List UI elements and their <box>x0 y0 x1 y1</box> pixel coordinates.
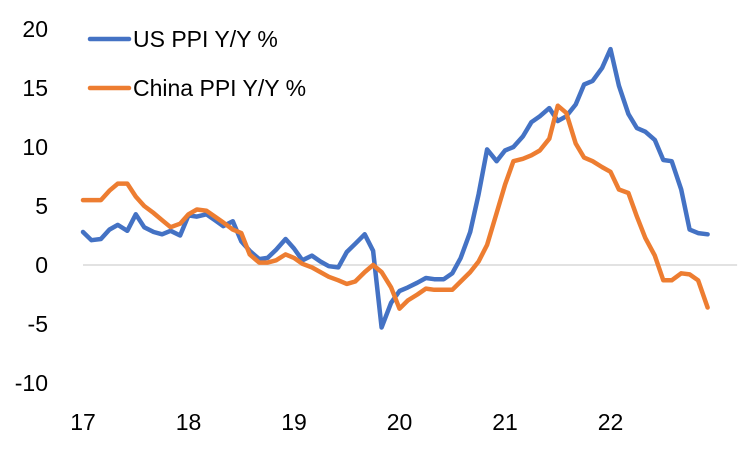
x-tick-label: 18 <box>176 409 202 435</box>
axes: -10 -5 0 5 10 15 20 17 18 19 20 21 22 <box>15 16 738 435</box>
series-lines <box>80 46 710 330</box>
y-tick-label: 0 <box>35 252 48 278</box>
y-tick-label: -10 <box>15 370 48 396</box>
x-tick-label: 19 <box>281 409 307 435</box>
y-tick-label: 5 <box>35 193 48 219</box>
y-tick-label: 20 <box>22 16 48 42</box>
legend-label: US PPI Y/Y % <box>133 26 278 52</box>
y-tick-label: 15 <box>22 75 48 101</box>
legend-label: China PPI Y/Y % <box>133 75 306 101</box>
y-tick-label: 10 <box>22 134 48 160</box>
legend: US PPI Y/Y % China PPI Y/Y % <box>87 26 306 101</box>
x-tick-label: 17 <box>70 409 96 435</box>
y-tick-label: -5 <box>28 311 48 337</box>
x-tick-label: 20 <box>387 409 413 435</box>
series-line-china-ppi <box>80 103 710 311</box>
x-tick-label: 21 <box>492 409 518 435</box>
x-tick-label: 22 <box>598 409 624 435</box>
